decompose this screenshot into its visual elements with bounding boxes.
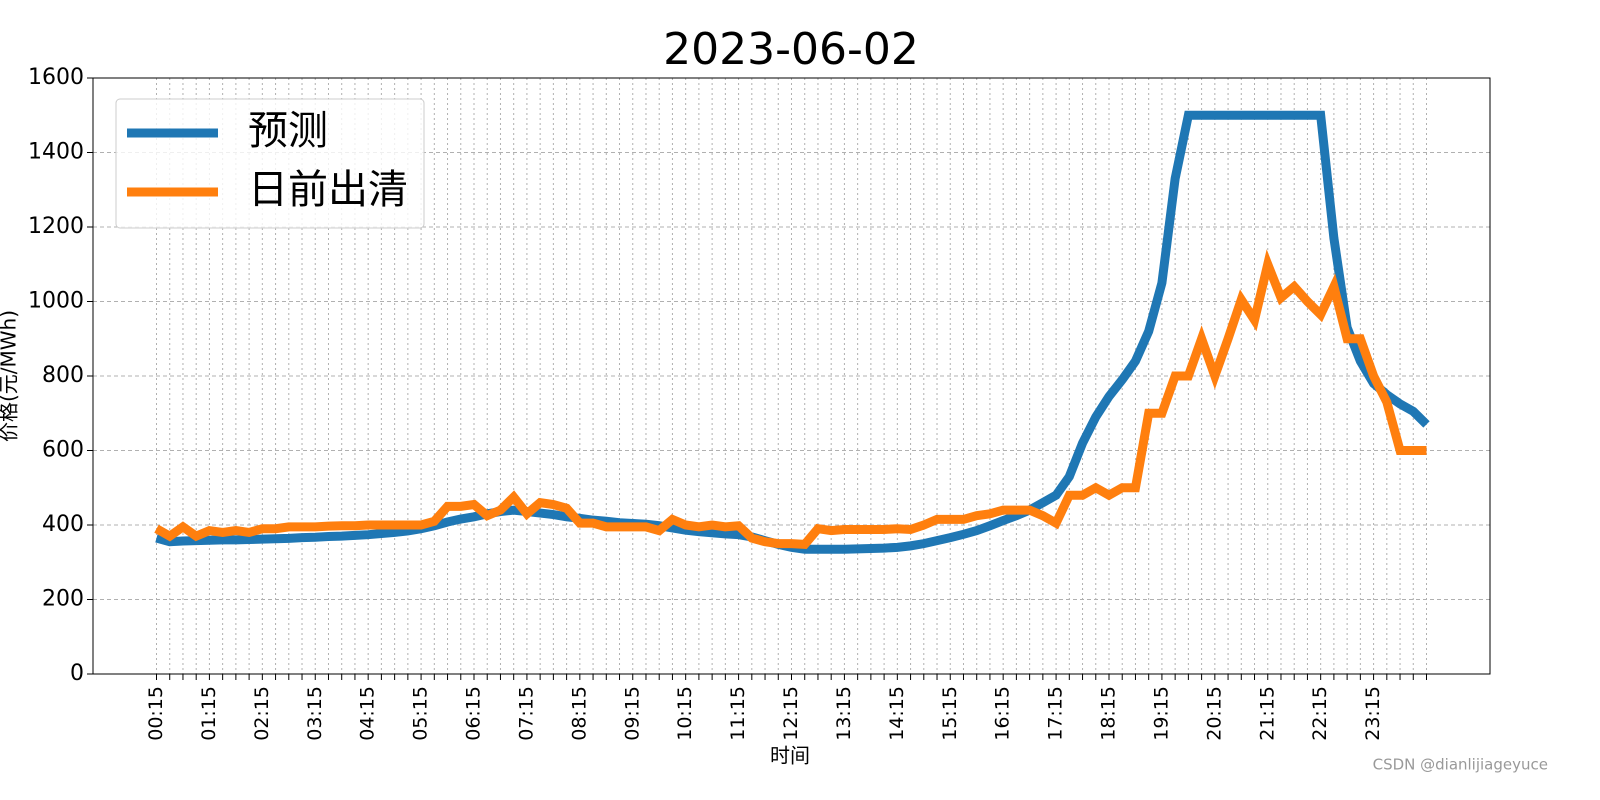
x-tick-label: 20:15	[1203, 686, 1225, 741]
legend-label: 日前出清	[248, 167, 408, 213]
plot-frame	[92, 77, 1491, 675]
watermark: CSDN @dianlijiageyuce	[1373, 756, 1548, 774]
x-tick-label: 14:15	[886, 686, 908, 741]
x-tick-label: 23:15	[1362, 686, 1384, 741]
x-tick-label: 17:15	[1045, 686, 1067, 741]
x-tick-label: 07:15	[515, 686, 537, 741]
x-tick-label: 15:15	[939, 686, 961, 741]
x-tick-label: 18:15	[1098, 686, 1120, 741]
x-tick-label: 00:15	[145, 686, 167, 741]
x-tick-label: 16:15	[992, 686, 1014, 741]
x-tick-label: 03:15	[304, 686, 326, 741]
x-tick-label: 08:15	[568, 686, 590, 741]
x-tick-label: 21:15	[1256, 686, 1278, 741]
x-tick-label: 01:15	[198, 686, 220, 741]
x-tick-label: 22:15	[1309, 686, 1331, 741]
x-tick-label: 10:15	[674, 686, 696, 741]
line-series	[154, 249, 1427, 549]
legend-label: 预测	[248, 108, 328, 154]
x-tick-label: 05:15	[410, 686, 432, 741]
x-axis-label: 时间	[770, 744, 810, 768]
x-tick-label: 11:15	[727, 686, 749, 741]
x-tick-label: 02:15	[251, 686, 273, 741]
y-tick-label: 0	[70, 661, 84, 686]
y-tick-label: 1600	[28, 65, 84, 90]
y-tick-label: 1000	[28, 289, 84, 314]
y-tick-label: 1400	[28, 140, 84, 165]
x-tick-label: 09:15	[621, 686, 643, 741]
x-tick-label: 13:15	[833, 686, 855, 741]
y-tick-label: 1200	[28, 214, 84, 239]
y-axis-label: 价格(元/MWh)	[0, 310, 21, 442]
y-tick-label: 200	[42, 587, 84, 612]
x-tick-label: 19:15	[1150, 686, 1172, 741]
x-tick-label: 12:15	[780, 686, 802, 741]
y-tick-label: 600	[42, 438, 84, 463]
y-tick-label: 400	[42, 512, 84, 537]
x-tick-label: 04:15	[357, 686, 379, 741]
y-tick-label: 800	[42, 363, 84, 388]
x-tick-label: 06:15	[463, 686, 485, 741]
chart-title: 2023-06-02	[663, 24, 919, 75]
